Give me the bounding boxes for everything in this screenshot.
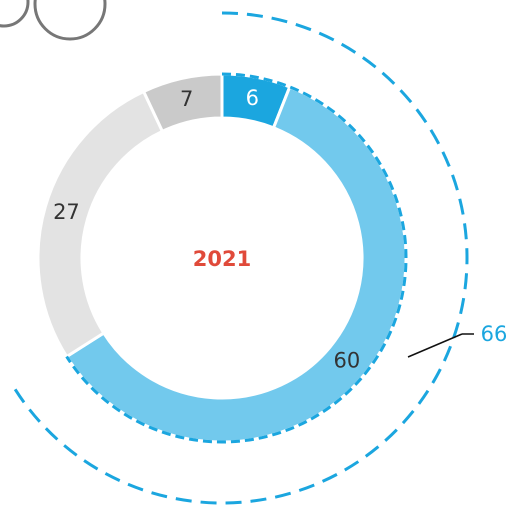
decor-circle <box>33 0 107 41</box>
data-label: 60 <box>333 348 360 372</box>
data-label: 6 <box>246 86 259 110</box>
data-label: 7 <box>180 87 193 111</box>
annotation-arc <box>13 11 469 505</box>
leader-line <box>407 333 463 358</box>
decor-circle <box>0 0 30 28</box>
center-label: 2021 <box>193 247 251 271</box>
highlight-outline <box>65 72 408 444</box>
donut-segment <box>36 89 165 359</box>
data-label: 27 <box>53 200 80 224</box>
donut-segment <box>141 72 224 134</box>
annotation-label: 66 <box>481 322 508 346</box>
